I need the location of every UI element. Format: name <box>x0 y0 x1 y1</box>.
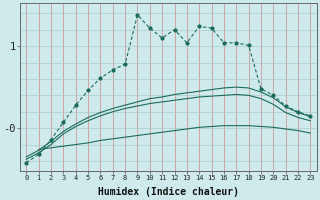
X-axis label: Humidex (Indice chaleur): Humidex (Indice chaleur) <box>98 186 239 197</box>
